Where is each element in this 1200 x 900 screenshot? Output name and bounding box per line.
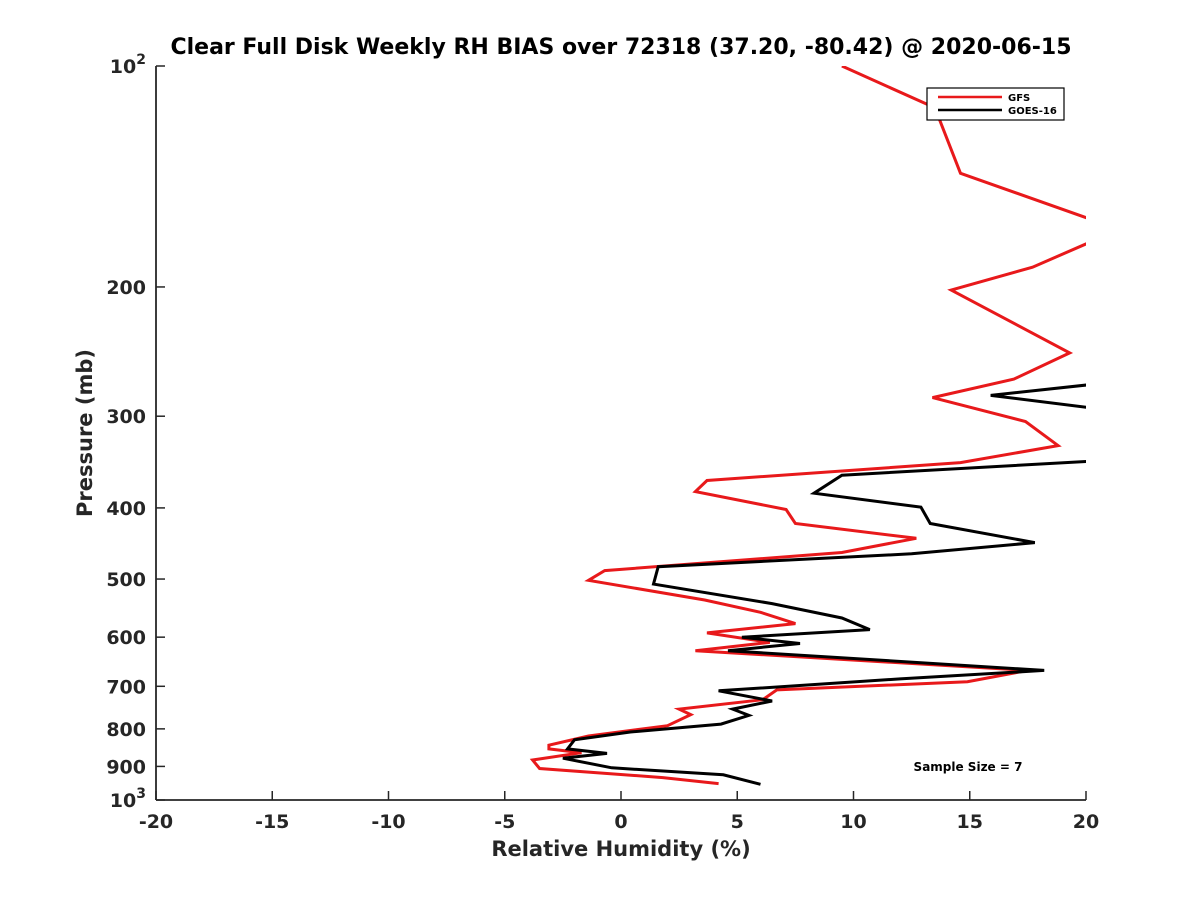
legend-label-gfs: GFS: [1008, 93, 1030, 104]
y-tick-label: 102: [110, 52, 146, 78]
y-tick-label: 700: [106, 676, 146, 698]
y-tick-label: 300: [106, 406, 146, 428]
y-tick-label: 200: [106, 277, 146, 299]
y-tick-label: 500: [106, 569, 146, 591]
y-tick-label: 400: [106, 498, 146, 520]
x-tick-label: -5: [494, 811, 515, 833]
x-tick-label: -15: [255, 811, 289, 833]
x-tick-label: 5: [731, 811, 744, 833]
x-axis-label: Relative Humidity (%): [491, 837, 750, 861]
legend-label-goes16: GOES-16: [1008, 106, 1057, 117]
sample-size-annotation: Sample Size = 7: [914, 760, 1023, 774]
x-tick-label: 20: [1073, 811, 1099, 833]
legend: GFS GOES-16: [926, 87, 1065, 121]
x-tick-label: 10: [840, 811, 866, 833]
y-tick-label: 600: [106, 627, 146, 649]
y-ticks: 102 200 300 400 500 600 700 800 900 103: [106, 52, 165, 812]
y-tick-label: 103: [110, 786, 146, 812]
y-axis-label: Pressure (mb): [73, 349, 97, 517]
legend-box: [926, 87, 1065, 121]
x-ticks: -20 -15 -10 -5 0 5 10 15 20: [139, 791, 1099, 833]
x-tick-label: -10: [371, 811, 405, 833]
y-tick-label: 900: [106, 756, 146, 778]
x-tick-label: 15: [957, 811, 983, 833]
series-layer: [529, 66, 1086, 786]
x-tick-label: 0: [614, 811, 627, 833]
chart-title: Clear Full Disk Weekly RH BIAS over 7231…: [170, 35, 1071, 60]
series-line-goes16: [562, 383, 1086, 786]
x-tick-label: -20: [139, 811, 173, 833]
y-tick-label: 800: [106, 719, 146, 741]
